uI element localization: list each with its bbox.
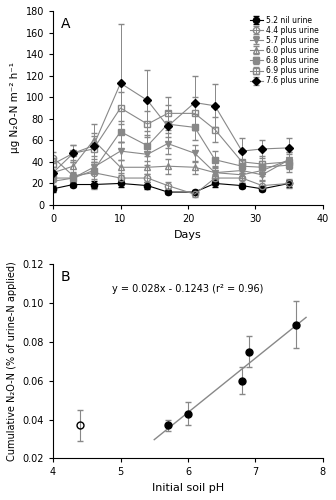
X-axis label: Initial soil pH: Initial soil pH [152,483,224,493]
Y-axis label: μg N₂O-N m⁻² h⁻¹: μg N₂O-N m⁻² h⁻¹ [10,62,20,154]
X-axis label: Days: Days [174,230,202,239]
Legend: 5.2 nil urine, 4.4 plus urine, 5.7 plus urine, 6.0 plus urine, 6.8 plus urine, 6: 5.2 nil urine, 4.4 plus urine, 5.7 plus … [249,15,319,86]
Text: y = 0.028x - 0.1243 (r² = 0.96): y = 0.028x - 0.1243 (r² = 0.96) [113,284,264,294]
Text: A: A [61,17,71,31]
Text: B: B [61,270,71,284]
Y-axis label: Cumulative N₂O-N (% of urine-N applied): Cumulative N₂O-N (% of urine-N applied) [7,262,17,462]
